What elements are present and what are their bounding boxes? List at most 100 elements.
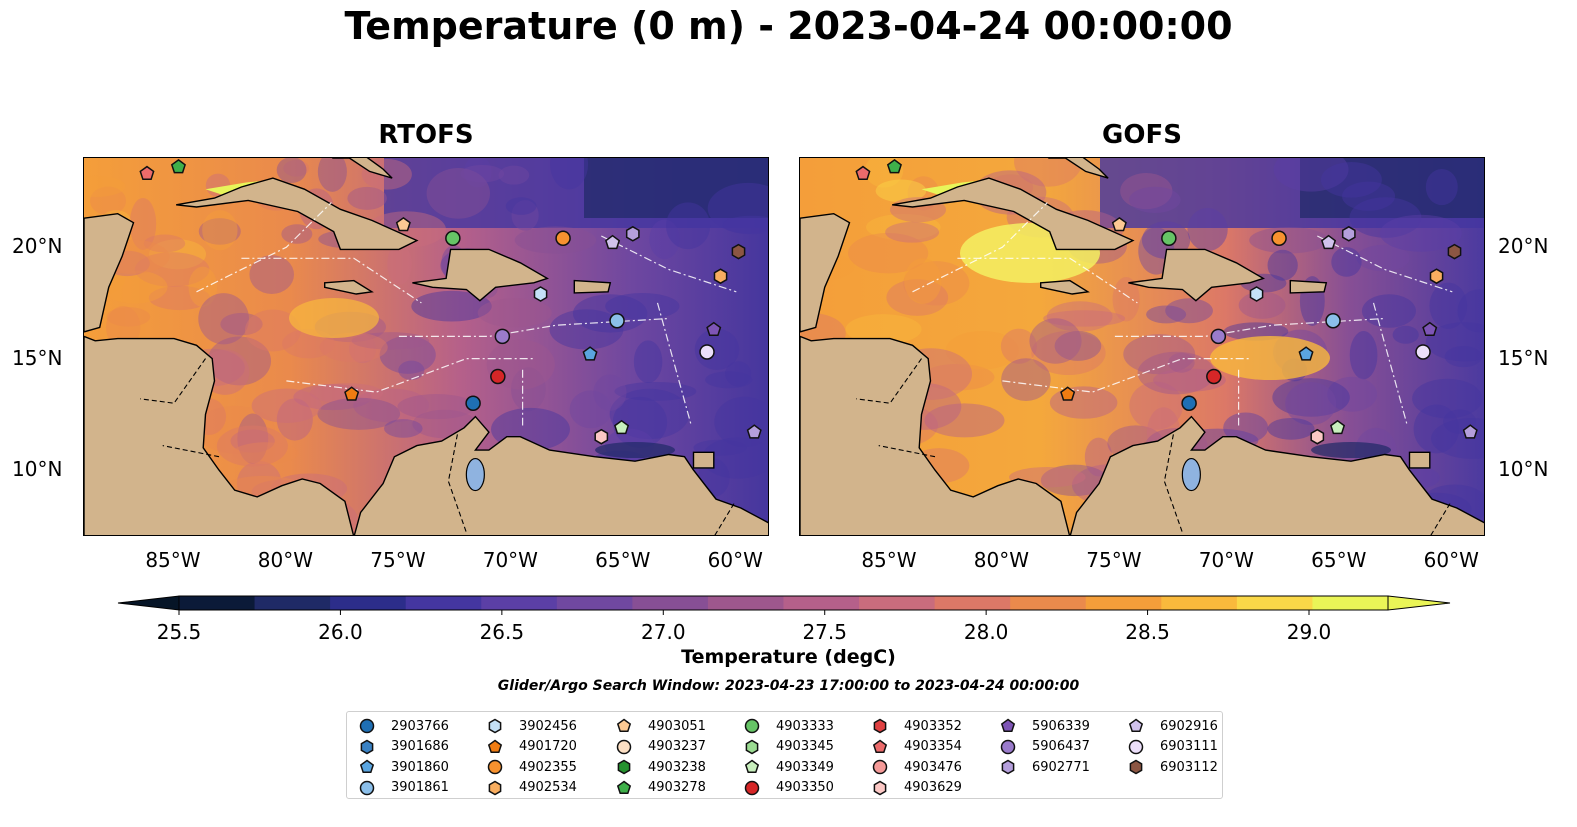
legend-item: 4903349 [742, 757, 834, 777]
float-marker-5906437 [1210, 328, 1227, 345]
colorbar-segment [1085, 596, 1162, 610]
pentagon-marker-icon [744, 759, 760, 774]
float-marker-4903349 [614, 419, 630, 435]
circle-marker-icon [359, 718, 375, 734]
circle-marker-icon [744, 780, 760, 795]
colorbar-tick-label: 27.5 [802, 620, 847, 644]
float-marker-6903112 [731, 243, 746, 260]
legend-item: 2903766 [357, 716, 449, 736]
float-marker-4903349 [1330, 419, 1346, 435]
legend-item: 3901686 [357, 737, 449, 757]
legend-item: 4903352 [870, 716, 962, 736]
float-marker-6903112 [1447, 243, 1462, 260]
colorbar-segment [707, 596, 784, 610]
colorbar-segment [330, 596, 407, 610]
float-marker-6902916 [1321, 234, 1337, 250]
colorbar-label: Temperature (degC) [681, 646, 896, 668]
hexagon-marker-icon [360, 739, 374, 754]
land-puertorico [1289, 279, 1328, 294]
legend-label: 3901686 [391, 739, 449, 754]
float-marker-6903111b [1462, 424, 1478, 439]
circle-marker-icon [487, 759, 503, 775]
colorbar-tick-label: 28.0 [963, 620, 1009, 644]
lon-tick-label: 80°W [257, 548, 314, 572]
float-marker-4903278 [886, 158, 902, 174]
legend-label: 4903476 [904, 759, 962, 775]
colorbar-segment [783, 596, 860, 610]
float-marker-3901860 [582, 346, 598, 361]
hexagon-marker-icon [1129, 759, 1143, 775]
land-yucatan [800, 212, 851, 333]
circle-marker-icon [872, 759, 888, 775]
lon-tick-label: 70°W [482, 548, 538, 572]
float-marker-6902916 [605, 234, 621, 250]
legend-label: 3902456 [519, 718, 577, 734]
colorbar-segment [254, 596, 331, 610]
panel-title-rtofs: RTOFS [378, 120, 474, 150]
lon-tick-label: 60°W [707, 548, 763, 572]
lon-tick-label: 75°W [1086, 548, 1142, 572]
legend-item: 6903111 [1126, 737, 1218, 757]
float-marker-6902771 [1341, 225, 1356, 242]
legend-item: 4902355 [485, 757, 577, 777]
hexagon-marker-icon [873, 780, 887, 795]
legend-label: 3901860 [391, 759, 449, 775]
float-marker-3901860 [1298, 346, 1314, 361]
float-marker-6903111 [699, 344, 715, 360]
legend-item: 4903350 [742, 778, 834, 798]
legend-item: 6902916 [1126, 716, 1218, 736]
hexagon-marker-icon [873, 718, 887, 734]
float-marker-4903350 [1206, 368, 1222, 385]
lon-tick-label: 75°W [370, 548, 426, 572]
colorbar-segment [405, 596, 482, 610]
land-puertorico [573, 279, 612, 294]
float-marker-6903111b [746, 424, 762, 439]
land-cuba [892, 177, 1135, 251]
map-panel-rtofs [83, 157, 769, 536]
float-marker-5906437 [494, 328, 511, 345]
legend-item: 4902534 [485, 778, 577, 798]
float-marker-3901861 [1325, 312, 1341, 329]
colorbar-segment [934, 596, 1011, 610]
colorbar [117, 595, 1451, 615]
legend-item: 4903237 [614, 737, 706, 757]
pentagon-marker-icon [1128, 718, 1144, 733]
legend-label: 6902771 [1032, 759, 1090, 775]
colorbar-segment [556, 596, 633, 610]
land-jamaica [1039, 279, 1090, 295]
lake-maracaibo [1181, 457, 1201, 492]
land-yucatan [84, 212, 135, 333]
legend-label: 4903629 [904, 780, 962, 795]
legend-label: 4903278 [648, 780, 706, 795]
legend-label: 4903350 [776, 780, 834, 795]
float-marker-4903051 [1111, 216, 1127, 232]
float-marker-4902355 [1271, 230, 1287, 247]
land-central [800, 335, 1071, 535]
lat-tick-label-left: 15°N [12, 345, 63, 370]
hexagon-marker-icon [745, 739, 759, 754]
colorbar-segment [1312, 596, 1389, 610]
hexagon-marker-icon [488, 718, 502, 734]
float-marker-4903629 [594, 428, 609, 445]
legend-item: 4903333 [742, 716, 834, 736]
legend-label: 4903237 [648, 739, 706, 754]
lat-tick-label-left: 10°N [12, 457, 63, 482]
legend-item: 4903354 [870, 737, 962, 757]
legend-label: 6902916 [1160, 718, 1218, 734]
float-marker-4903354 [139, 165, 155, 181]
legend-item: 4901720 [485, 737, 577, 757]
lat-tick-label-right: 15°N [1498, 345, 1549, 370]
legend-item: 4903238 [614, 757, 706, 777]
legend-item: 6902771 [998, 757, 1090, 777]
colorbar-segment [1161, 596, 1238, 610]
colorbar-segment [859, 596, 936, 610]
legend-label: 4902534 [519, 780, 577, 795]
colorbar-tick-label: 29.0 [1286, 620, 1332, 644]
float-marker-4901720 [1060, 386, 1076, 401]
legend-item: 4903476 [870, 757, 962, 777]
lon-tick-label: 65°W [1311, 548, 1367, 572]
lon-tick-label: 65°W [595, 548, 651, 572]
legend-label: 5906437 [1032, 739, 1090, 754]
legend-label: 4903051 [648, 718, 706, 734]
